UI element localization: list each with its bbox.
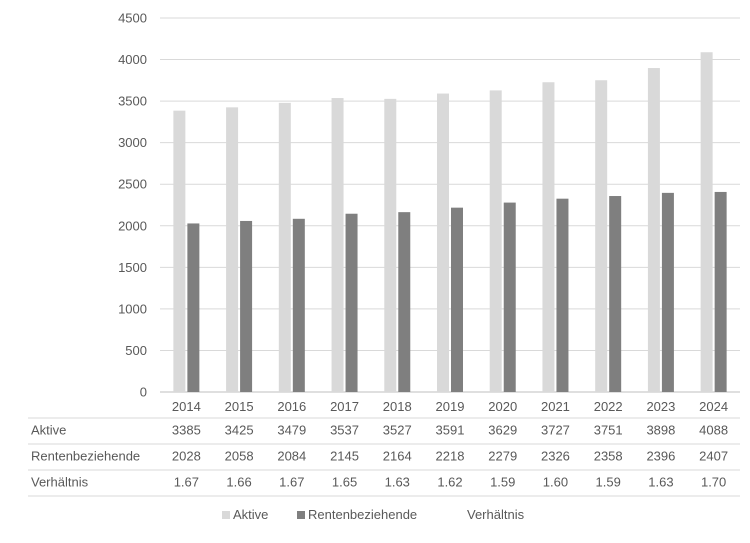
table-cell: 2396 (646, 449, 675, 464)
legend-label: Verhältnis (467, 507, 525, 522)
bar-aktive (384, 98, 397, 392)
bar-rentenbeziehende (661, 192, 674, 392)
table-cell: 4088 (699, 423, 728, 438)
y-axis-tick-labels: 0 500 1000 1500 2000 2500 3000 3500 4000 4500 (118, 11, 147, 400)
table-cell: 1.60 (543, 475, 568, 490)
y-tick-label: 1500 (118, 260, 147, 275)
y-tick-label: 1000 (118, 301, 147, 316)
table-cell: 2279 (488, 449, 517, 464)
bar-aktive (173, 110, 186, 393)
table-cell: 2084 (277, 449, 306, 464)
table-cell: 3727 (541, 423, 570, 438)
table-cell: 1.66 (226, 475, 251, 490)
table-cell: 2218 (436, 449, 465, 464)
table-cell: 3479 (277, 423, 306, 438)
table-cell: 2028 (172, 449, 201, 464)
bar-rentenbeziehende (398, 212, 411, 392)
legend-label: Rentenbeziehende (308, 507, 417, 522)
legend-item-aktive: Aktive (222, 507, 268, 522)
table-cell: 1.67 (279, 475, 304, 490)
table-cell: 2164 (383, 449, 412, 464)
table-cell: 3537 (330, 423, 359, 438)
y-tick-label: 3000 (118, 135, 147, 150)
table-cell: 1.63 (648, 475, 673, 490)
table-cell: 3629 (488, 423, 517, 438)
legend-item-rentenbeziehende: Rentenbeziehende (297, 507, 417, 522)
bar-rentenbeziehende (714, 191, 727, 392)
y-tick-label: 500 (125, 343, 147, 358)
bar-rentenbeziehende (451, 207, 463, 392)
bar-rentenbeziehende (187, 223, 200, 392)
table-cell: 2058 (225, 449, 254, 464)
table-cell: 3751 (594, 423, 623, 438)
bar-aktive (278, 102, 291, 392)
table-cell: 2358 (594, 449, 623, 464)
table-cell: 1.70 (701, 475, 726, 490)
bar-rentenbeziehende (345, 213, 358, 392)
table-row-label: Aktive (31, 423, 66, 438)
table-cell: 1.59 (596, 475, 621, 490)
bar-rentenbeziehende (609, 196, 622, 392)
legend-item-verhaeltnis: Verhältnis (467, 507, 525, 522)
table-cell: 3898 (646, 423, 675, 438)
table-cell: 1.59 (490, 475, 515, 490)
bar-aktive (489, 90, 502, 393)
table-cell: 2145 (330, 449, 359, 464)
x-category-label: 2024 (699, 399, 728, 414)
x-category-label: 2019 (436, 399, 465, 414)
x-category-label: 2015 (225, 399, 254, 414)
bar-aktive (226, 107, 239, 392)
x-axis-category-labels: 2014 2015 2016 2017 2018 2019 2020 2021 2022 2023… (172, 399, 728, 414)
legend-swatch (297, 511, 305, 519)
bar-rentenbeziehende (503, 202, 516, 392)
table-cell: 1.63 (385, 475, 410, 490)
table-cell: 3425 (225, 423, 254, 438)
bar-aktive (595, 80, 608, 393)
y-tick-label: 4000 (118, 52, 147, 67)
x-category-label: 2023 (646, 399, 675, 414)
table-cell: 3385 (172, 423, 201, 438)
y-tick-label: 2500 (118, 177, 147, 192)
x-category-label: 2017 (330, 399, 359, 414)
legend-label: Aktive (233, 507, 268, 522)
x-category-label: 2022 (594, 399, 623, 414)
bar-aktive (700, 52, 713, 392)
x-category-label: 2021 (541, 399, 570, 414)
y-tick-label: 0 (140, 385, 147, 400)
bar-aktive (437, 93, 449, 392)
x-category-label: 2016 (277, 399, 306, 414)
bar-aktive (542, 82, 555, 393)
x-category-label: 2014 (172, 399, 201, 414)
table-cell: 2407 (699, 449, 728, 464)
x-category-label: 2020 (488, 399, 517, 414)
table-row-label: Rentenbeziehende (31, 449, 140, 464)
y-tick-label: 3500 (118, 94, 147, 109)
bar-rentenbeziehende (292, 218, 305, 392)
gridlines (160, 17, 740, 393)
table-cell: 1.62 (437, 475, 462, 490)
bar-rentenbeziehende (240, 220, 253, 392)
table-cell: 2326 (541, 449, 570, 464)
legend: Aktive Rentenbeziehende Verhältnis (222, 507, 525, 522)
table-cell: 1.65 (332, 475, 357, 490)
legend-swatch (222, 511, 230, 519)
table-cell: 3591 (436, 423, 465, 438)
table-cell: 3527 (383, 423, 412, 438)
y-tick-label: 4500 (118, 11, 147, 26)
bar-aktive (647, 68, 660, 392)
y-tick-label: 2000 (118, 218, 147, 233)
bars (173, 52, 727, 393)
table-row-label: Verhältnis (31, 475, 89, 490)
table-cell: 1.67 (174, 475, 199, 490)
x-category-label: 2018 (383, 399, 412, 414)
bar-rentenbeziehende (556, 198, 569, 392)
data-table: Aktive 3385 3425 3479 3537 3527 3591 3629 3727 37… (28, 417, 740, 497)
bar-aktive (331, 98, 344, 392)
